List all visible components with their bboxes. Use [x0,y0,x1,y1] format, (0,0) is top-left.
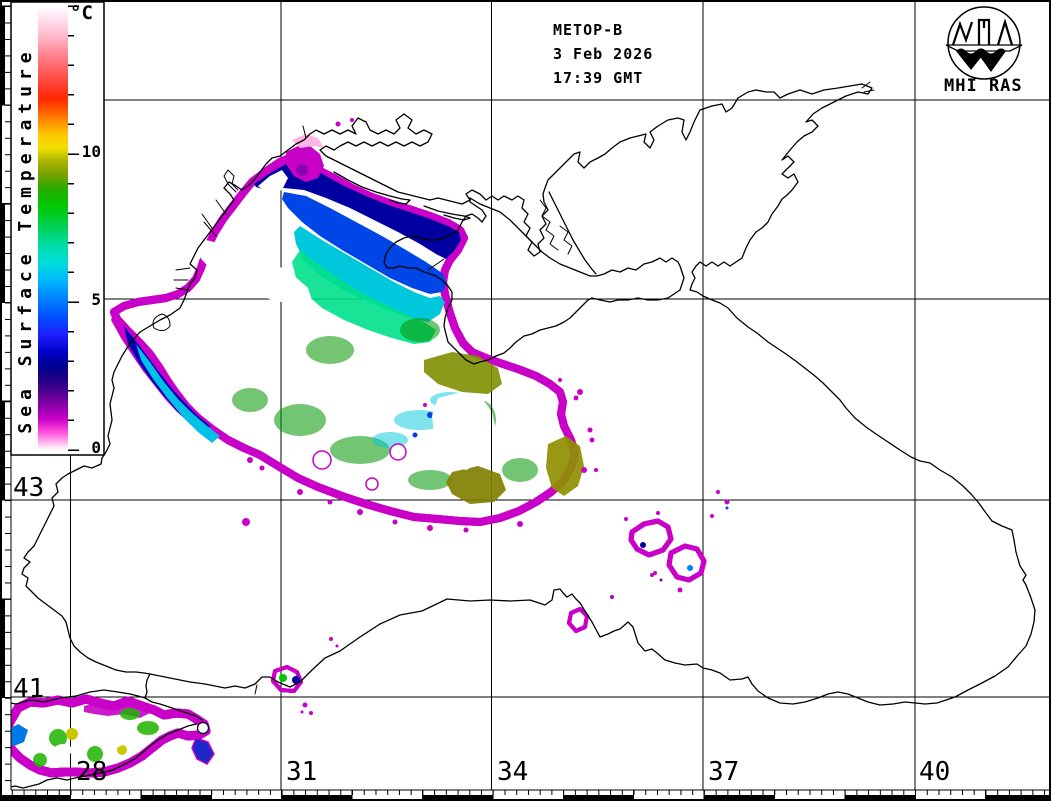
logo-circle [947,6,1021,80]
legend-box [10,1,105,456]
lon-label-34: 34 [497,757,529,787]
lon-label-37: 37 [708,757,740,787]
sst-field [2,118,730,778]
colorbar-ticks [68,5,79,451]
satellite-name: METOP-B [553,21,624,39]
legend-unit-label: °C [70,2,93,24]
lon-label-28: 28 [76,757,108,787]
lon-label-40: 40 [919,757,951,787]
acquisition-time: 17:39 GMT [553,69,644,87]
lat-label-43: 43 [13,473,45,503]
acquisition-date: 3 Feb 2026 [553,45,654,63]
colorbar-tick-10: 10 [81,142,101,161]
lon-label-31: 31 [286,757,318,787]
mhi-logo [945,6,1023,80]
legend-title: Sea Surface Temperature [15,46,36,434]
colorbar-tick-0: 0 [91,438,101,457]
colorbar-tick-5: 5 [91,290,101,309]
lat-label-41: 41 [13,674,45,704]
logo-emblem [945,18,1023,72]
colorbar [38,6,68,450]
logo-caption: MHI RAS [944,76,1023,96]
bottom-ruler [0,789,1051,801]
coastline [0,81,1036,791]
